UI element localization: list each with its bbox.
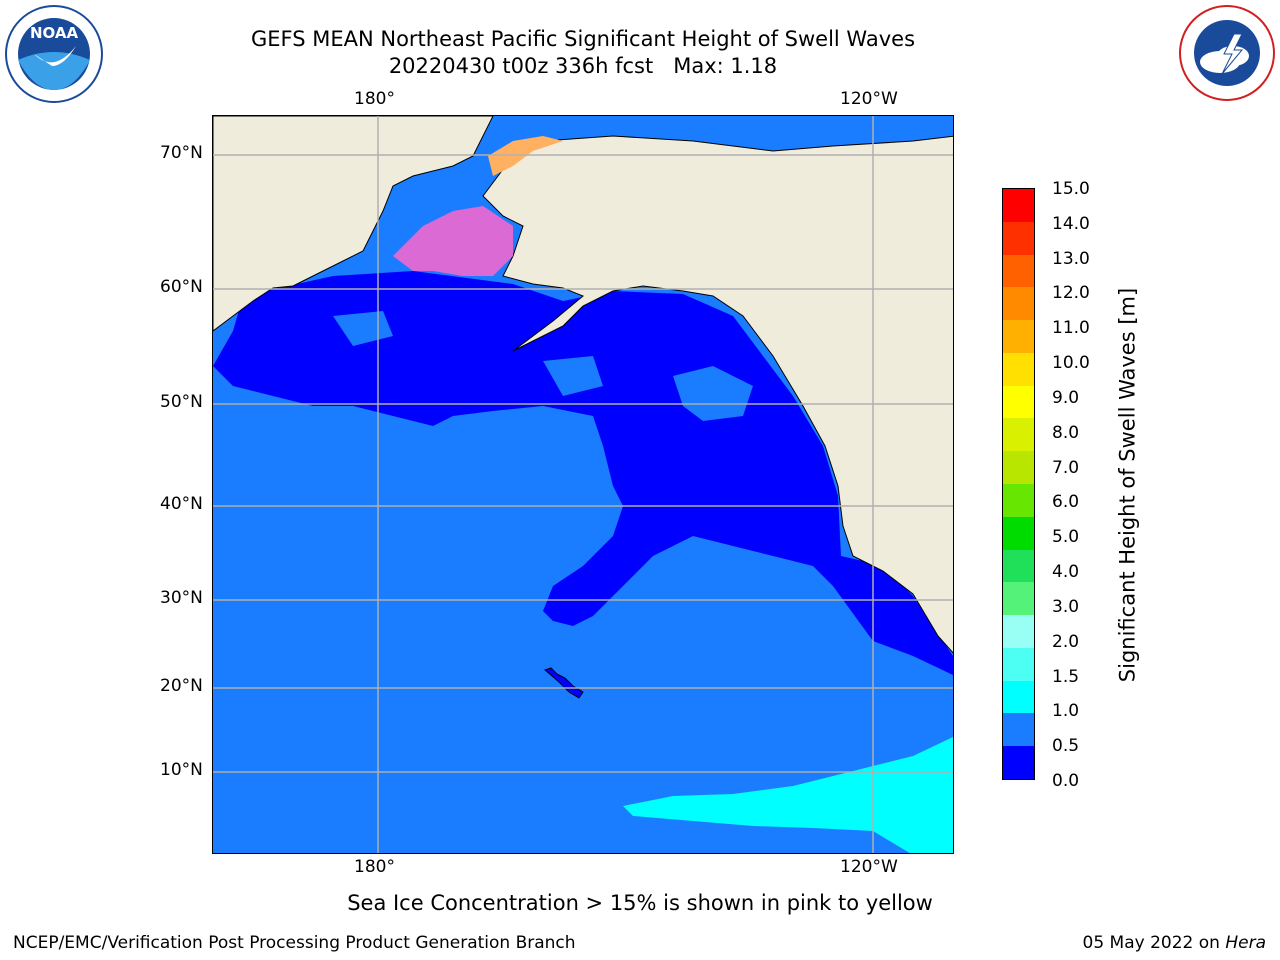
colorbar-segment: [1003, 712, 1034, 747]
lat-tick-60n: 60°N: [160, 277, 203, 297]
colorbar-label: 5.0: [1052, 527, 1080, 548]
colorbar-label: 8.0: [1052, 422, 1080, 443]
hawaii: [544, 667, 584, 699]
colorbar-segment: [1003, 254, 1034, 288]
colorbar-label: 13.0: [1052, 248, 1090, 269]
colorbar-label: 10.0: [1052, 353, 1090, 374]
colorbar-segment: [1003, 483, 1034, 517]
lat-tick-20n: 20°N: [160, 676, 203, 696]
chart-subtitle: 20220430 t00z 336h fcst Max: 1.18: [388, 54, 778, 78]
colorbar-segment: [1003, 286, 1034, 321]
colorbar-segment: [1003, 450, 1034, 484]
colorbar-segment: [1003, 221, 1034, 255]
lat-tick-30n: 30°N: [160, 588, 203, 608]
colorbar-segment: [1003, 745, 1034, 779]
colorbar-label: 1.0: [1052, 701, 1080, 722]
lat-tick-40n: 40°N: [160, 494, 203, 514]
lon-tick-top-180: 180°: [354, 89, 395, 109]
colorbar-label: 7.0: [1052, 457, 1080, 478]
colorbar-label: 11.0: [1052, 318, 1090, 339]
colorbar-segment: [1003, 516, 1034, 550]
footer-date-text: 05 May 2022 on: [1082, 933, 1220, 953]
colorbar-label: 0.0: [1052, 771, 1080, 791]
noaa-logo: NOAA: [4, 4, 104, 104]
footer-credit: NCEP/EMC/Verification Post Processing Pr…: [13, 933, 576, 953]
colorbar-segment: [1003, 188, 1034, 222]
land-asia: [213, 116, 494, 332]
colorbar-segment: [1003, 319, 1034, 353]
colorbar: [1002, 188, 1035, 780]
colorbar-label: 4.0: [1052, 562, 1080, 583]
sea-ice: [393, 206, 513, 276]
colorbar-segment: [1003, 581, 1034, 616]
land-north-america: [482, 135, 953, 654]
colorbar-label: 14.0: [1052, 213, 1090, 234]
noaa-logo-text: NOAA: [30, 24, 79, 42]
footer-machine: Hera: [1225, 933, 1266, 953]
lon-tick-bottom-120w: 120°W: [840, 857, 898, 877]
colorbar-segment: [1003, 549, 1034, 583]
colorbar-label: 12.0: [1052, 283, 1090, 304]
colorbar-segment: [1003, 680, 1034, 714]
colorbar-segment: [1003, 385, 1034, 419]
lat-tick-70n: 70°N: [160, 143, 203, 163]
footer-date: 05 May 2022 on Hera: [1083, 933, 1267, 953]
colorbar-segment: [1003, 352, 1034, 386]
colorbar-segment: [1003, 647, 1034, 681]
chart-title: GEFS MEAN Northeast Pacific Significant …: [250, 27, 916, 51]
colorbar-segment: [1003, 614, 1034, 648]
colorbar-label: 3.0: [1052, 596, 1080, 617]
colorbar-label: 0.5: [1052, 736, 1080, 757]
map-panel: [212, 115, 954, 854]
national-weather-service-logo: [1178, 4, 1276, 102]
swell-high-region: [623, 736, 953, 853]
colorbar-segment: [1003, 417, 1034, 452]
colorbar-label: 2.0: [1052, 631, 1080, 652]
colorbar-title: Significant Height of Swell Waves [m]: [1115, 287, 1140, 683]
lon-tick-bottom-180: 180°: [354, 857, 395, 877]
colorbar-label: 9.0: [1052, 387, 1080, 408]
lon-tick-top-120w: 120°W: [840, 89, 898, 109]
colorbar-label: 15.0: [1052, 179, 1090, 199]
colorbar-label: 1.5: [1052, 666, 1080, 687]
lat-tick-10n: 10°N: [160, 760, 203, 780]
swell-low-region: [213, 271, 953, 676]
lat-tick-50n: 50°N: [160, 392, 203, 412]
sea-ice-note: Sea Ice Concentration > 15% is shown in …: [347, 891, 933, 915]
colorbar-label: 6.0: [1052, 492, 1080, 513]
